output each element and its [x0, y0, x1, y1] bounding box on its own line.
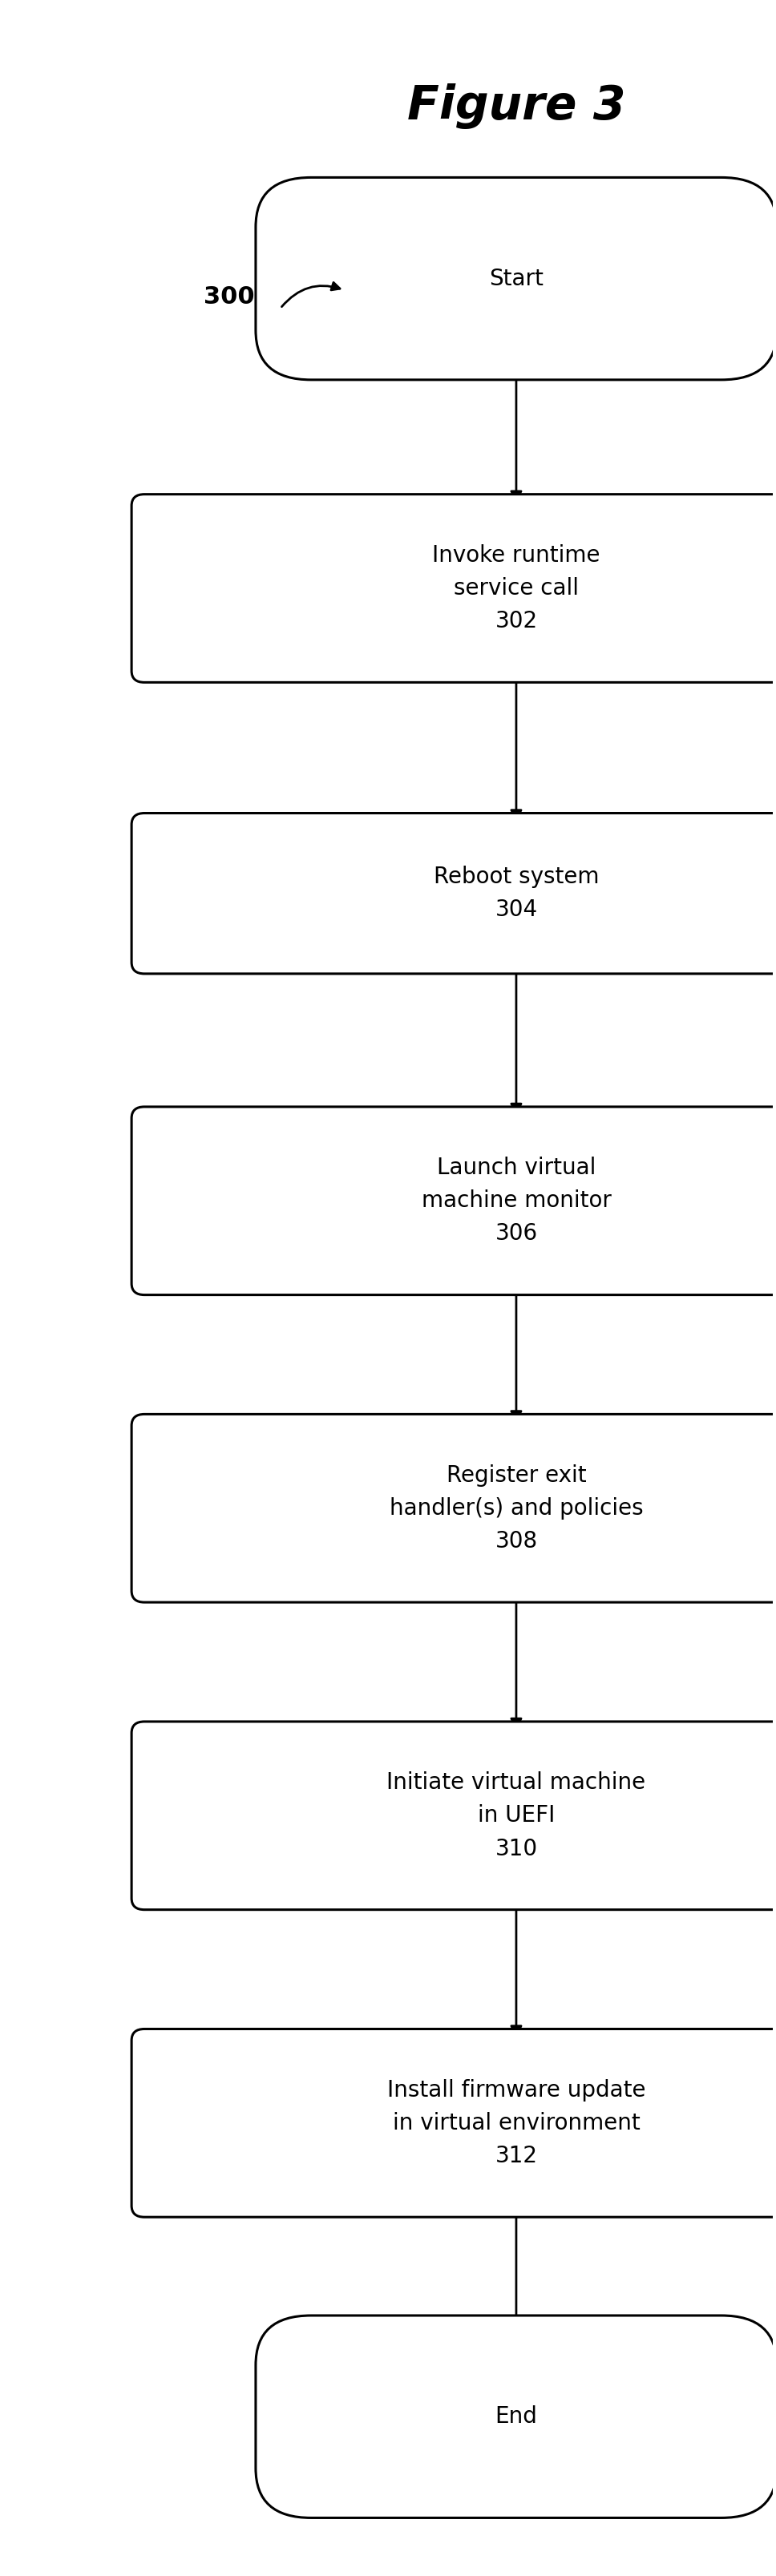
- FancyBboxPatch shape: [255, 178, 776, 379]
- Text: Invoke runtime
service call
302: Invoke runtime service call 302: [432, 544, 600, 634]
- FancyBboxPatch shape: [255, 2316, 776, 2517]
- FancyBboxPatch shape: [132, 495, 776, 683]
- Text: Start: Start: [489, 268, 543, 291]
- FancyBboxPatch shape: [132, 814, 776, 974]
- Text: Reboot system
304: Reboot system 304: [434, 866, 599, 922]
- Text: Initiate virtual machine
in UEFI
310: Initiate virtual machine in UEFI 310: [386, 1772, 646, 1860]
- Text: Register exit
handler(s) and policies
308: Register exit handler(s) and policies 30…: [390, 1463, 643, 1553]
- Text: End: End: [495, 2406, 538, 2429]
- Text: Launch virtual
machine monitor
306: Launch virtual machine monitor 306: [421, 1157, 611, 1244]
- FancyBboxPatch shape: [132, 2030, 776, 2218]
- FancyArrowPatch shape: [282, 283, 340, 307]
- Text: 300: 300: [203, 286, 255, 309]
- Text: Install firmware update
in virtual environment
312: Install firmware update in virtual envir…: [387, 2079, 646, 2166]
- FancyBboxPatch shape: [132, 1108, 776, 1296]
- Text: Figure 3: Figure 3: [407, 85, 625, 129]
- FancyBboxPatch shape: [132, 1721, 776, 1909]
- FancyBboxPatch shape: [132, 1414, 776, 1602]
